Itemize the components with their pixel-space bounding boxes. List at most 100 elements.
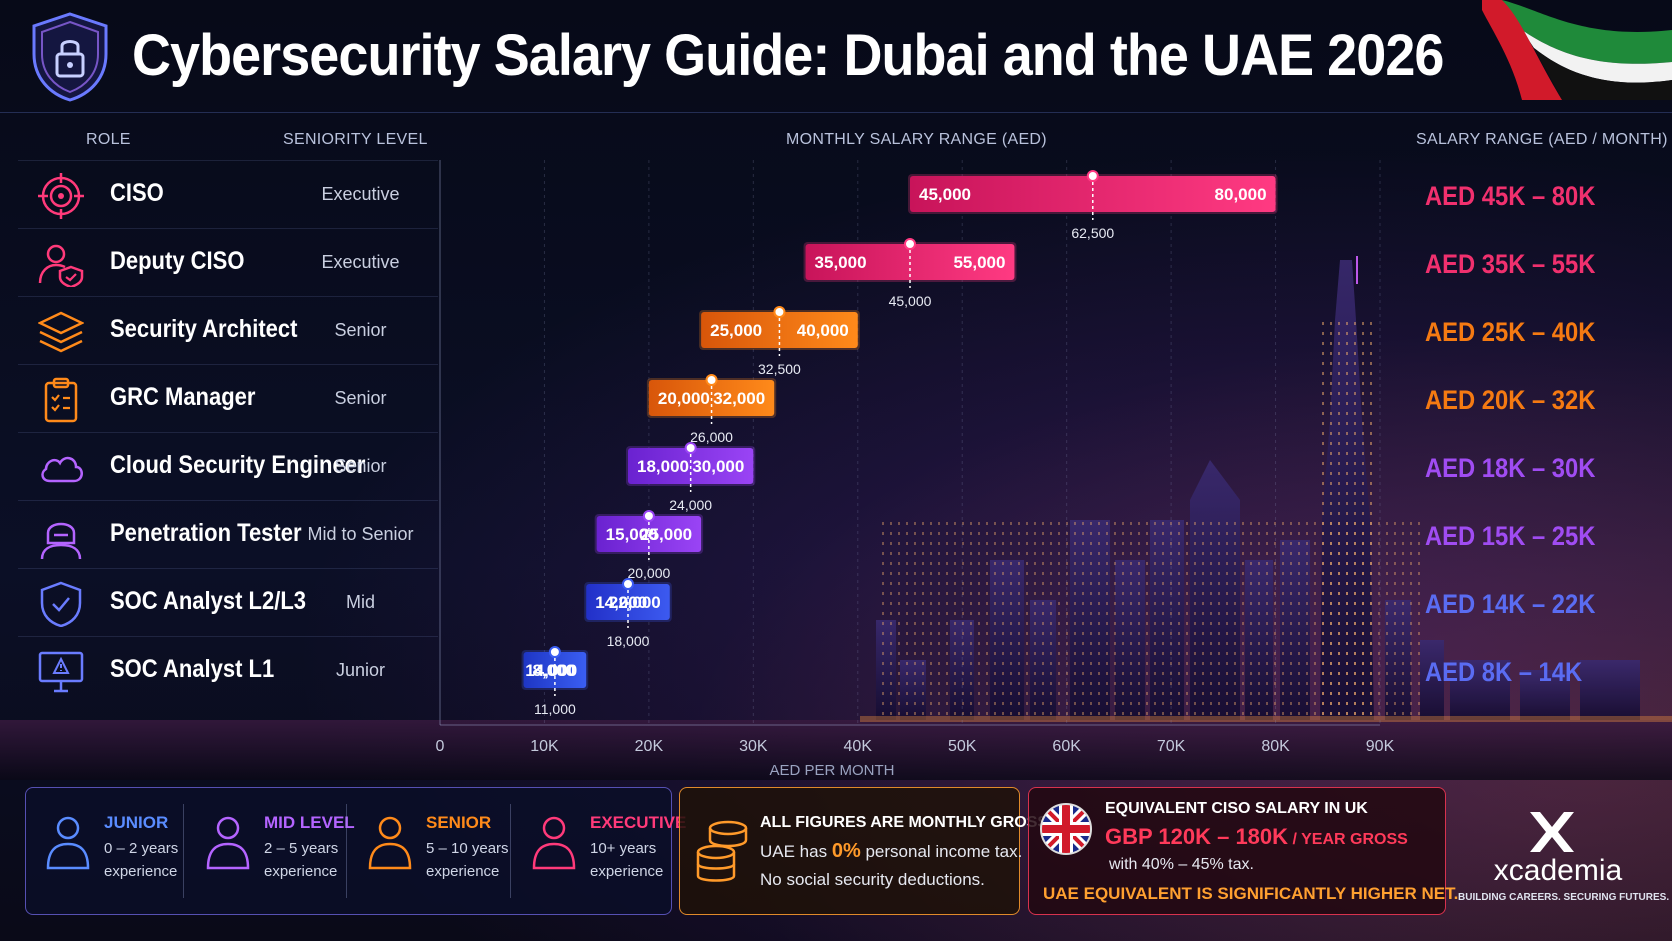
column-header-salary-range: SALARY RANGE (AED / MONTH) <box>1416 131 1668 148</box>
x-tick-label: 50K <box>948 738 977 755</box>
range-label-penetration-tester: AED 15K – 25K <box>1425 521 1596 551</box>
legend-senior: SENIOR 5 – 10 years experience <box>348 788 509 914</box>
x-axis-label: AED PER MONTH <box>769 762 894 779</box>
midpoint-label: 45,000 <box>889 293 932 309</box>
legend-line1: 0 – 2 years <box>104 840 179 857</box>
role-row-soc-analyst-l2-l3: SOC Analyst L2/L3 Mid <box>18 568 438 637</box>
role-level: Mid to Senior <box>307 524 414 544</box>
uk-comparison-note: EQUIVALENT CISO SALARY IN UK GBP 120K – … <box>1028 787 1458 915</box>
role-level: Junior <box>335 660 386 680</box>
x-tick-label: 80K <box>1261 738 1290 755</box>
xcademia-logo-icon <box>1530 812 1574 852</box>
bar-min-label: 45,000 <box>919 185 971 204</box>
role-name: Cloud Security Engineer <box>110 451 366 479</box>
monitor-alert-icon <box>38 651 84 693</box>
legend-line2: experience <box>264 863 338 880</box>
shield-lock-icon <box>32 12 108 102</box>
role-name: SOC Analyst L2/L3 <box>110 587 307 615</box>
gross-tax-line: UAE has 0% personal income tax. <box>760 840 1022 863</box>
range-label-cloud-security-engineer: AED 18K – 30K <box>1425 453 1596 483</box>
uk-footer: UAE EQUIVALENT IS SIGNIFICANTLY HIGHER N… <box>1043 884 1459 903</box>
legend-line2: experience <box>104 863 178 880</box>
target-icon <box>38 173 84 219</box>
shield-check-icon <box>40 581 82 627</box>
layers-icon <box>38 311 84 353</box>
midpoint-marker <box>548 646 561 658</box>
legend-line1: 5 – 10 years <box>426 840 509 857</box>
uk-flag-icon <box>1040 803 1092 855</box>
bar-min-label: 8,000 <box>533 661 576 680</box>
uae-flag-icon <box>1482 0 1672 100</box>
x-tick-label: 70K <box>1157 738 1186 755</box>
role-level: Executive <box>321 184 400 204</box>
legend-mid-level: MID LEVEL 2 – 5 years experience <box>186 788 355 914</box>
midpoint-marker <box>904 238 916 250</box>
clipboard-icon <box>44 377 78 423</box>
x-tick-label: 10K <box>530 738 559 755</box>
range-label-grc-manager: AED 20K – 32K <box>1425 385 1596 415</box>
midpoint-label: 62,500 <box>1071 225 1114 241</box>
role-row-cloud-security-engineer: Cloud Security Engineer Senior <box>18 432 438 501</box>
range-label-ciso: AED 45K – 80K <box>1425 181 1596 211</box>
role-name: SOC Analyst L1 <box>110 655 275 683</box>
midpoint-label: 32,500 <box>758 361 801 377</box>
bar-min-label: 18,000 <box>637 457 689 476</box>
role-level: Senior <box>334 388 387 408</box>
midpoint-marker <box>773 306 786 318</box>
page-title: Cybersecurity Salary Guide: Dubai and th… <box>132 23 1444 88</box>
midpoint-marker <box>684 442 697 454</box>
range-label-security-architect: AED 25K – 40K <box>1425 317 1596 347</box>
role-row-security-architect: Security Architect Senior <box>18 296 438 365</box>
x-tick-label: 20K <box>635 738 664 755</box>
bar-min-label: 20,000 <box>658 389 710 408</box>
role-name: GRC Manager <box>110 383 256 411</box>
midpoint-marker <box>622 578 634 590</box>
role-name: Penetration Tester <box>110 519 302 547</box>
bar-max-label: 22,000 <box>609 593 661 612</box>
person-icon <box>46 816 90 870</box>
midpoint-marker <box>642 510 655 522</box>
bar-max-label: 14,000 <box>525 661 577 680</box>
midpoint-label: 11,000 <box>534 701 576 717</box>
x-tick-label: 90K <box>1366 738 1395 755</box>
gross-social-security: No social security deductions. <box>760 870 985 889</box>
bar-max-label: 25,000 <box>640 525 692 544</box>
role-row-grc-manager: GRC Manager Senior <box>18 364 438 433</box>
role-row-ciso: CISO Executive <box>18 160 438 229</box>
legend-divider <box>346 804 347 898</box>
role-name: CISO <box>110 179 164 207</box>
legend-line2: experience <box>426 863 500 880</box>
gross-tax-pre: UAE has <box>760 842 828 861</box>
range-label-deputy-ciso: AED 35K – 55K <box>1425 249 1596 279</box>
gross-tax-percent: 0% <box>831 840 861 862</box>
bar-min-label: 14,000 <box>595 593 647 612</box>
uk-salary-line: GBP 120K – 180K / YEAR GROSS <box>1105 824 1408 850</box>
legend-title: JUNIOR <box>104 813 169 832</box>
legend-line1: 2 – 5 years <box>264 840 339 857</box>
column-header-seniority: SENIORITY LEVEL <box>283 131 428 148</box>
midpoint-marker <box>1086 170 1099 182</box>
role-level: Mid <box>345 592 375 612</box>
uk-salary-suffix: / YEAR GROSS <box>1292 831 1408 848</box>
gross-title: ALL FIGURES ARE MONTHLY GROSS <box>760 814 1049 831</box>
gross-tax-post: personal income tax. <box>865 842 1023 861</box>
legend-divider <box>183 804 184 898</box>
brand-name: xcademia <box>1493 854 1623 887</box>
uk-tax: with 40% – 45% tax. <box>1109 856 1254 873</box>
legend-divider <box>510 804 511 898</box>
person-icon <box>532 816 576 870</box>
monthly-gross-note: ALL FIGURES ARE MONTHLY GROSS UAE has 0%… <box>679 787 1048 915</box>
role-level: Senior <box>334 320 387 340</box>
bar-min-label: 25,000 <box>710 321 762 340</box>
brand-tagline: BUILDING CAREERS. SECURING FUTURES. <box>1458 892 1670 903</box>
legend-title: EXECUTIVE <box>590 813 687 832</box>
bar-max-label: 30,000 <box>692 457 744 476</box>
uk-salary: GBP 120K – 180K <box>1105 824 1289 849</box>
x-tick-label: 60K <box>1052 738 1081 755</box>
column-header-role: ROLE <box>86 131 131 148</box>
bar-max-label: 40,000 <box>797 321 849 340</box>
legend-line1: 10+ years <box>590 840 657 857</box>
